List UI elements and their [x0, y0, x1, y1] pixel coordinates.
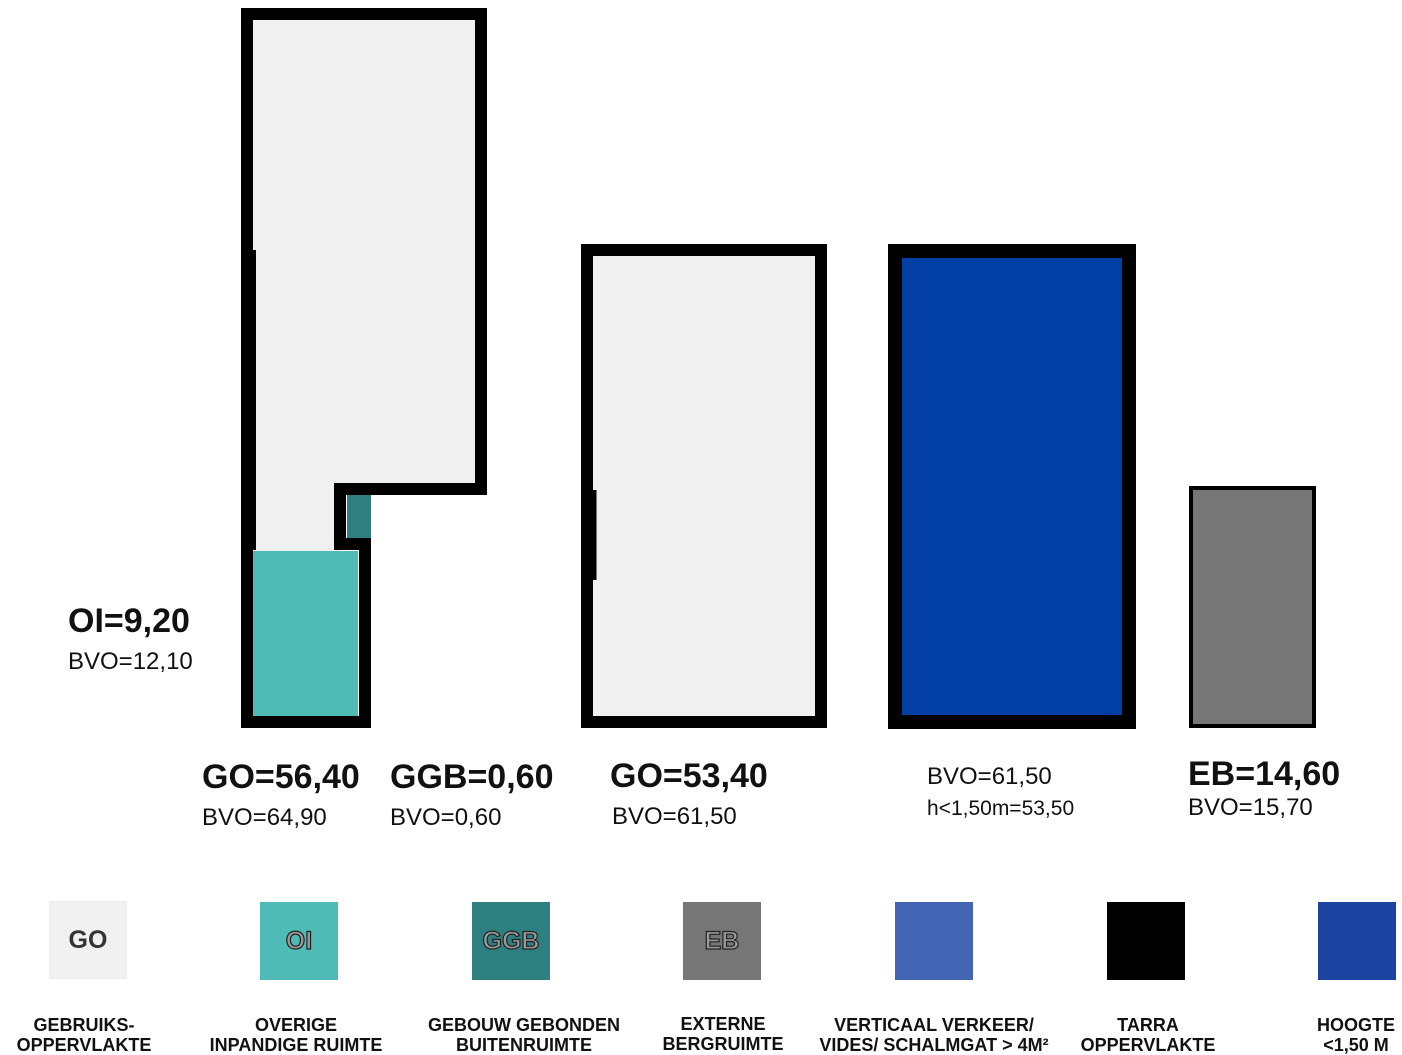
legend-item-verkeer: VERTICAAL VERKEER/ VIDES/ SCHALMGAT > 4M…: [814, 1015, 1054, 1055]
legend-item-tarra: TARRA OPPERVLAKTE: [1028, 1015, 1268, 1055]
go-swatch: GO: [49, 901, 127, 979]
legend-ggb-line2: BUITENRUIMTE: [456, 1035, 592, 1055]
legend-item-eb: EXTERNE BERGRUIMTE: [603, 1014, 843, 1054]
go-area-1: [247, 14, 481, 722]
legend-verkeer-line1: VERTICAAL VERKEER/: [834, 1015, 1034, 1035]
go1-bvo-label: BVO=64,90: [202, 804, 327, 831]
eb-area: [1189, 486, 1316, 728]
ggb-bvo-label: BVO=0,60: [390, 804, 502, 831]
ggb-area-label: GGB=0,60: [390, 758, 554, 796]
oi-area: [250, 551, 358, 717]
legend-tarra-line1: TARRA: [1117, 1015, 1179, 1035]
oi-swatch-code: OI: [285, 926, 313, 955]
go2-area-label: GO=53,40: [610, 757, 768, 795]
eb-swatch-code: EB: [704, 926, 740, 955]
go-area-2: [581, 244, 827, 728]
verkeer-swatch: [895, 902, 973, 980]
plan-unit-1: [241, 8, 487, 728]
tarra-outline-1: [241, 8, 487, 728]
legend-go-line2: OPPERVLAKTE: [16, 1035, 152, 1055]
tarra-swatch: [1107, 902, 1185, 980]
go2-bvo-label: BVO=61,50: [612, 803, 737, 830]
blue-height-label: h<1,50m=53,50: [927, 797, 1075, 820]
legend-oi-line2: INPANDIGE RUIMTE: [209, 1035, 383, 1055]
go1-area-label: GO=56,40: [202, 758, 360, 796]
legend-item-oi: OVERIGE INPANDIGE RUIMTE: [176, 1015, 416, 1055]
legend-go-line1: GEBRUIKS-: [33, 1015, 135, 1035]
oi-swatch: OI: [260, 902, 338, 980]
eb-bvo-label: BVO=15,70: [1188, 794, 1313, 821]
eb-area-label: EB=14,60: [1188, 755, 1341, 793]
legend-tarra-line2: OPPERVLAKTE: [1080, 1035, 1216, 1055]
legend-hoogte-line2: <1,50 M: [1323, 1035, 1389, 1055]
hoogte-area: [888, 244, 1136, 729]
oi-area-label: OI=9,20: [68, 602, 190, 640]
legend-verkeer-line2: VIDES/ SCHALMGAT > 4M²: [819, 1035, 1049, 1055]
oi-bvo-label: BVO=12,10: [68, 648, 193, 675]
legend-eb-line1: EXTERNE: [680, 1014, 766, 1034]
ggb-swatch: GGB: [472, 902, 550, 980]
floor-plan-diagram: [241, 8, 1316, 729]
ggb-area: [347, 494, 371, 544]
ggb-swatch-code: GGB: [482, 926, 540, 955]
eb-swatch: EB: [683, 902, 761, 980]
hoogte-swatch: [1318, 902, 1396, 980]
legend-ggb-line1: GEBOUW GEBONDEN: [427, 1015, 620, 1035]
legend-item-hoogte: HOOGTE <1,50 M: [1236, 1015, 1402, 1055]
legend-hoogte-line1: HOOGTE: [1316, 1015, 1395, 1035]
plan-unit-2: [581, 244, 827, 728]
legend-item-ggb: GEBOUW GEBONDEN BUITENRUIMTE: [404, 1015, 644, 1055]
go-swatch-code: GO: [68, 925, 108, 954]
legend-eb-line2: BERGRUIMTE: [662, 1034, 784, 1054]
legend-item-go: GEBRUIKS- OPPERVLAKTE: [0, 1015, 204, 1055]
legend-oi-line1: OVERIGE: [254, 1015, 338, 1035]
blue-bvo-label: BVO=61,50: [927, 763, 1052, 790]
